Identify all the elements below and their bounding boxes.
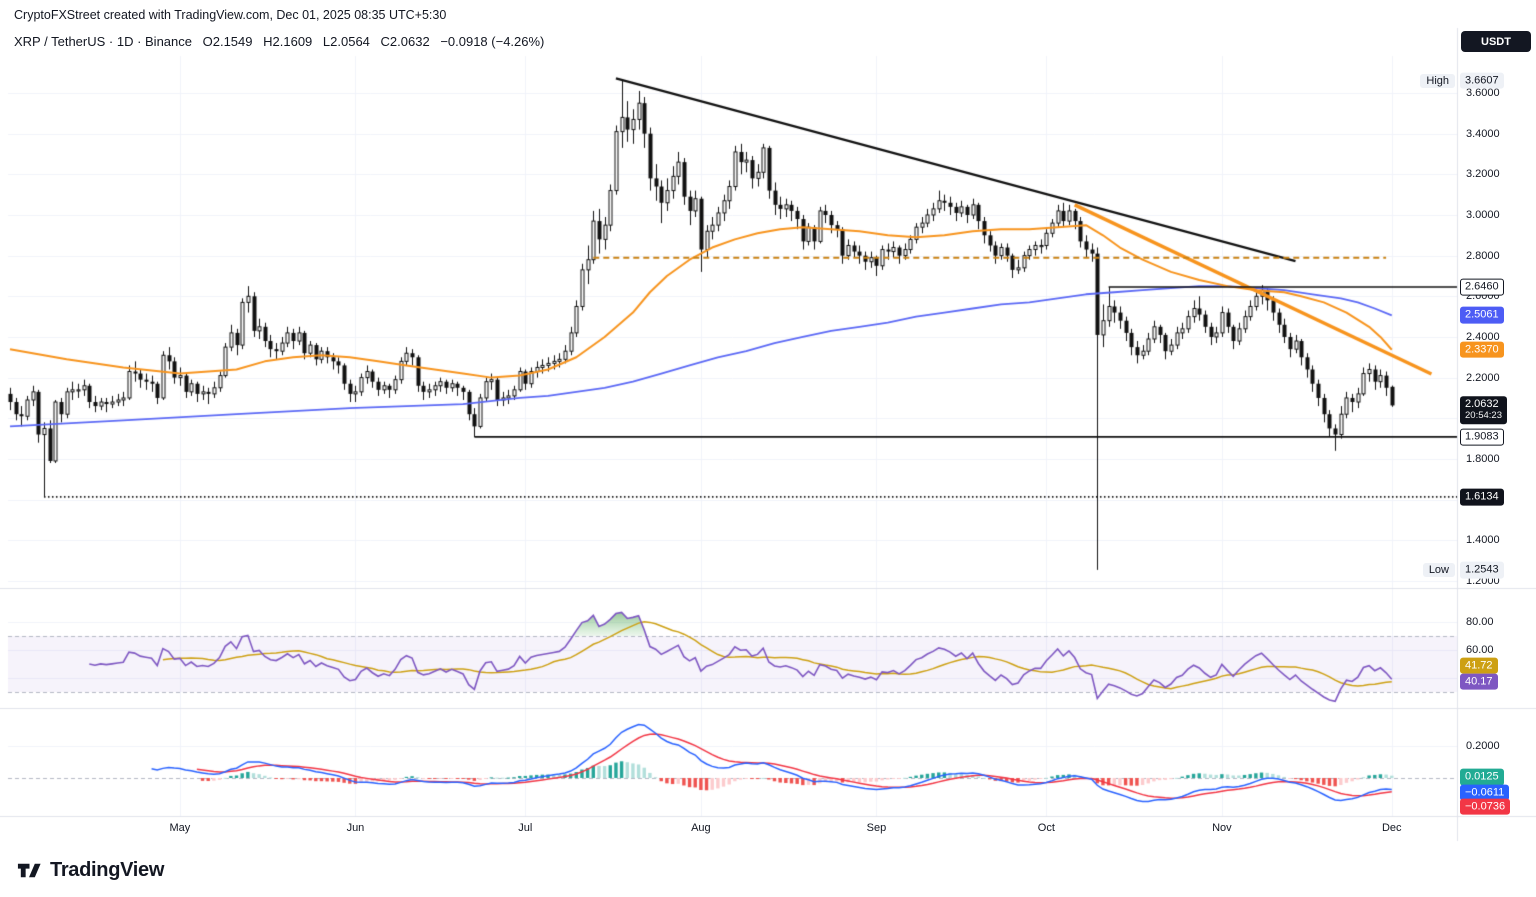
time-axis-label: Jul [518,822,533,834]
price-tick: 3.6000 [1466,87,1500,99]
rsi-value-label: 40.17 [1460,673,1498,691]
macd-signal-value-label: −0.0736 [1460,798,1511,815]
tradingview-logo[interactable]: TradingView [16,852,164,888]
macd-hist-value-label: 0.0125 [1460,768,1504,786]
ohlc-close: C2.0632 [380,34,430,49]
ohlc-low: L2.0564 [322,34,370,49]
ma-slow-price-label: 2.5061 [1460,307,1504,324]
ohlc-high: H2.1609 [263,34,313,49]
time-axis-label: Aug [691,822,711,834]
ohlc-open: O2.1549 [202,34,253,49]
time-axis-label: May [169,822,191,834]
symbol-title[interactable]: XRP / TetherUS · 1D · Binance [14,34,192,49]
macd-value-label: −0.0611 [1460,784,1510,801]
level-price-label: 1.6134 [1460,488,1504,506]
time-axis[interactable]: May Jun Jul Aug Sep Oct Nov Dec [0,817,1457,843]
rsi-tick: 80.00 [1466,616,1494,628]
price-tick: 3.0000 [1466,208,1500,221]
tradingview-logo-icon [17,863,41,877]
price-scale[interactable]: 3.6000 3.4000 3.2000 3.0000 2.8000 2.6000 2.40… [1458,0,1536,841]
currency-label[interactable]: USDT [1461,31,1531,52]
level-price-label: 1.9083 [1460,428,1504,446]
rsi-ma-value-label: 41.72 [1460,657,1498,674]
low-price-label: 1.2543 [1460,561,1504,579]
time-axis-label: Oct [1037,822,1055,834]
time-axis-label: Nov [1212,822,1232,834]
price-tick: 3.2000 [1466,168,1500,181]
time-axis-label: Jun [346,822,365,834]
high-price-label: 3.6607 [1460,72,1504,89]
price-tick: 3.4000 [1466,127,1500,140]
ma-fast-price-label: 2.3370 [1460,341,1504,359]
price-tick: 2.4000 [1466,330,1500,343]
last-price-label: 2.0632 20:54:23 [1460,396,1507,425]
price-tick: 1.8000 [1466,452,1500,465]
price-tick: 1.4000 [1466,534,1500,547]
price-tick: 2.2000 [1466,371,1500,384]
bar-countdown: 20:54:23 [1465,410,1502,422]
attribution-text: CryptoFXStreet created with TradingView.… [14,8,447,22]
level-price-label: 2.6460 [1460,278,1504,296]
time-axis-label: Dec [1381,822,1402,834]
time-axis-label: Sep [866,822,887,834]
tradingview-logo-text: TradingView [50,858,165,881]
low-tag: Low [1422,562,1455,577]
last-price-value: 2.0632 [1465,398,1499,411]
symbol-legend: XRP / TetherUS · 1D · Binance O2.1549 H2… [14,34,551,49]
macd-tick: 0.2000 [1466,740,1500,752]
high-tag: High [1420,73,1455,88]
change-value: −0.0918 (−4.26%) [440,34,545,49]
rsi-tick: 60.00 [1466,644,1494,656]
price-tick: 2.8000 [1466,249,1500,262]
